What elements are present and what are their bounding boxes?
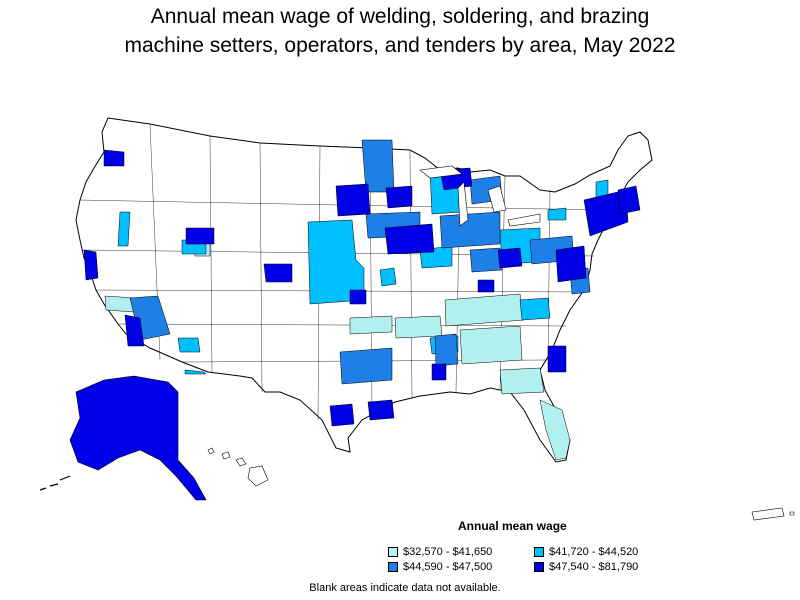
puerto-rico — [751, 507, 795, 521]
legend-item-tier-2: $41,720 - $44,520 — [534, 546, 638, 558]
map-title: Annual mean wage of welding, soldering, … — [0, 2, 800, 60]
great-lakes — [419, 165, 541, 227]
legend-swatch-tier-3 — [388, 562, 398, 572]
legend-label-tier-3: $44,590 - $47,500 — [403, 561, 493, 573]
map-title-line-1: Annual mean wage of welding, soldering, … — [150, 5, 650, 28]
legend-swatch-tier-1 — [388, 547, 398, 557]
hawaii — [207, 447, 269, 487]
legend-item-tier-4: $47,540 - $81,790 — [534, 561, 638, 573]
legend-label-tier-1: $32,570 - $41,650 — [403, 546, 493, 558]
footnote: Blank areas indicate data not available. — [309, 582, 501, 594]
alaska-aleutian-islands — [39, 475, 71, 491]
legend-item-tier-1: $32,570 - $41,650 — [388, 546, 492, 558]
legend-label-tier-4: $47,540 - $81,790 — [549, 561, 639, 573]
legend-swatch-tier-2 — [534, 547, 544, 557]
alaska — [69, 375, 207, 501]
legend-label-tier-2: $41,720 - $44,520 — [549, 546, 639, 558]
legend-swatch-tier-4 — [534, 562, 544, 572]
legend-item-tier-3: $44,590 - $47,500 — [388, 561, 492, 573]
map-title-line-2: machine setters, operators, and tenders … — [124, 34, 676, 57]
legend-title: Annual mean wage — [458, 519, 567, 533]
areas-wage-tier-4 — [83, 149, 641, 427]
